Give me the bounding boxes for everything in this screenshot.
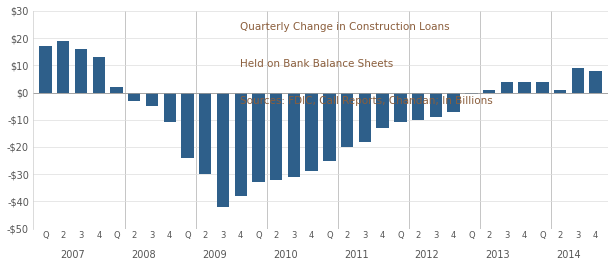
Bar bbox=[288, 93, 300, 177]
Bar bbox=[181, 93, 194, 158]
Bar bbox=[216, 93, 229, 207]
Bar bbox=[164, 93, 176, 122]
Bar bbox=[589, 71, 602, 93]
Bar bbox=[394, 93, 407, 122]
Bar bbox=[572, 68, 584, 93]
Bar bbox=[448, 93, 460, 112]
Bar bbox=[376, 93, 389, 128]
Text: 2014: 2014 bbox=[557, 250, 581, 260]
Bar bbox=[306, 93, 318, 172]
Bar bbox=[57, 41, 69, 93]
Text: 2009: 2009 bbox=[202, 250, 226, 260]
Text: Held on Bank Balance Sheets: Held on Bank Balance Sheets bbox=[240, 59, 394, 69]
Bar bbox=[412, 93, 424, 120]
Bar bbox=[483, 90, 495, 93]
Text: 2007: 2007 bbox=[60, 250, 84, 260]
Bar bbox=[110, 87, 123, 93]
Text: Quarterly Change in Construction Loans: Quarterly Change in Construction Loans bbox=[240, 22, 450, 32]
Bar bbox=[359, 93, 371, 142]
Bar bbox=[465, 93, 478, 94]
Bar bbox=[234, 93, 247, 196]
Bar bbox=[341, 93, 354, 147]
Bar bbox=[146, 93, 158, 106]
Text: 2008: 2008 bbox=[131, 250, 156, 260]
Bar bbox=[39, 46, 52, 93]
Text: 2010: 2010 bbox=[273, 250, 298, 260]
Bar bbox=[536, 82, 549, 93]
Bar bbox=[554, 90, 566, 93]
Text: Sources: FDIC, Call Reports, Chandan; In Billions: Sources: FDIC, Call Reports, Chandan; In… bbox=[240, 96, 493, 106]
Text: 2012: 2012 bbox=[415, 250, 440, 260]
Bar bbox=[199, 93, 212, 174]
Bar bbox=[93, 57, 105, 93]
Bar bbox=[75, 49, 87, 93]
Text: 2013: 2013 bbox=[486, 250, 510, 260]
Bar bbox=[430, 93, 442, 117]
Bar bbox=[270, 93, 282, 180]
Bar bbox=[323, 93, 336, 161]
Text: 2011: 2011 bbox=[344, 250, 368, 260]
Bar bbox=[501, 82, 513, 93]
Bar bbox=[518, 82, 531, 93]
Bar bbox=[128, 93, 140, 101]
Bar bbox=[252, 93, 264, 182]
